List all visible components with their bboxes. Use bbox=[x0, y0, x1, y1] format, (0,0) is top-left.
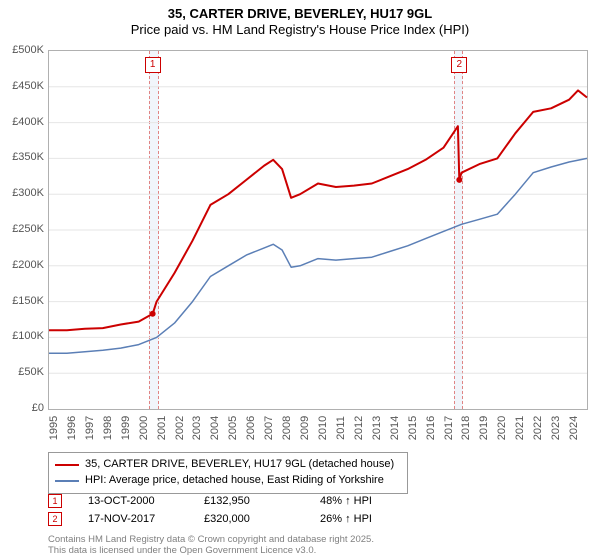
x-tick-label: 1999 bbox=[120, 416, 132, 440]
y-tick-label: £200K bbox=[12, 259, 44, 271]
sale-marker-box: 1 bbox=[145, 57, 161, 73]
legend-label: 35, CARTER DRIVE, BEVERLEY, HU17 9GL (de… bbox=[85, 457, 394, 473]
x-tick-label: 2020 bbox=[496, 416, 508, 440]
x-tick-label: 2017 bbox=[443, 416, 455, 440]
footer-line2: This data is licensed under the Open Gov… bbox=[48, 545, 374, 556]
sale-row: 2 17-NOV-2017 £320,000 26% ↑ HPI bbox=[48, 512, 588, 526]
x-tick-label: 2008 bbox=[281, 416, 293, 440]
x-tick-label: 1998 bbox=[102, 416, 114, 440]
sale-price: £132,950 bbox=[204, 495, 294, 507]
sale-date: 17-NOV-2017 bbox=[88, 513, 178, 525]
x-tick-label: 2013 bbox=[371, 416, 383, 440]
x-tick-label: 2011 bbox=[335, 416, 347, 440]
legend-label: HPI: Average price, detached house, East… bbox=[85, 473, 384, 489]
plot-area: 12 bbox=[48, 50, 588, 410]
x-tick-label: 2024 bbox=[568, 416, 580, 440]
x-tick-label: 2023 bbox=[550, 416, 562, 440]
sale-delta: 26% ↑ HPI bbox=[320, 513, 410, 525]
y-tick-label: £50K bbox=[18, 366, 44, 378]
x-tick-label: 1997 bbox=[84, 416, 96, 440]
chart-title: 35, CARTER DRIVE, BEVERLEY, HU17 9GL Pri… bbox=[0, 0, 600, 39]
sale-row-marker: 2 bbox=[48, 512, 62, 526]
x-tick-label: 2004 bbox=[209, 416, 221, 440]
footer: Contains HM Land Registry data © Crown c… bbox=[48, 534, 374, 557]
legend-row: HPI: Average price, detached house, East… bbox=[55, 473, 401, 489]
x-tick-label: 2022 bbox=[532, 416, 544, 440]
y-tick-label: £250K bbox=[12, 223, 44, 235]
y-tick-label: £500K bbox=[12, 44, 44, 56]
x-tick-label: 1995 bbox=[48, 416, 60, 440]
x-tick-label: 2021 bbox=[514, 416, 526, 440]
y-tick-label: £450K bbox=[12, 80, 44, 92]
sale-dot bbox=[150, 311, 156, 317]
x-tick-label: 2014 bbox=[389, 416, 401, 440]
sales-table: 1 13-OCT-2000 £132,950 48% ↑ HPI 2 17-NOV-201… bbox=[48, 494, 588, 530]
x-tick-label: 2009 bbox=[299, 416, 311, 440]
x-tick-label: 2007 bbox=[263, 416, 275, 440]
x-tick-label: 2012 bbox=[353, 416, 365, 440]
sale-date: 13-OCT-2000 bbox=[88, 495, 178, 507]
x-tick-label: 2016 bbox=[425, 416, 437, 440]
y-tick-label: £0 bbox=[32, 402, 44, 414]
x-tick-label: 1996 bbox=[66, 416, 78, 440]
x-tick-label: 2002 bbox=[174, 416, 186, 440]
title-line1: 35, CARTER DRIVE, BEVERLEY, HU17 9GL bbox=[0, 6, 600, 22]
plot-svg bbox=[49, 51, 587, 409]
x-tick-label: 2015 bbox=[407, 416, 419, 440]
y-tick-label: £100K bbox=[12, 330, 44, 342]
legend-swatch bbox=[55, 480, 79, 482]
sale-delta: 48% ↑ HPI bbox=[320, 495, 410, 507]
footer-line1: Contains HM Land Registry data © Crown c… bbox=[48, 534, 374, 545]
legend: 35, CARTER DRIVE, BEVERLEY, HU17 9GL (de… bbox=[48, 452, 408, 494]
x-tick-label: 2018 bbox=[460, 416, 472, 440]
sale-row-marker: 1 bbox=[48, 494, 62, 508]
title-line2: Price paid vs. HM Land Registry's House … bbox=[0, 22, 600, 38]
sale-dot bbox=[456, 177, 462, 183]
x-tick-label: 2006 bbox=[245, 416, 257, 440]
sale-marker-box: 2 bbox=[451, 57, 467, 73]
x-tick-label: 2010 bbox=[317, 416, 329, 440]
x-tick-label: 2005 bbox=[227, 416, 239, 440]
sale-price: £320,000 bbox=[204, 513, 294, 525]
x-tick-label: 2003 bbox=[191, 416, 203, 440]
y-tick-label: £350K bbox=[12, 151, 44, 163]
sale-row: 1 13-OCT-2000 £132,950 48% ↑ HPI bbox=[48, 494, 588, 508]
y-tick-label: £300K bbox=[12, 187, 44, 199]
series-price_paid bbox=[49, 90, 587, 330]
x-tick-label: 2000 bbox=[138, 416, 150, 440]
x-tick-label: 2001 bbox=[156, 416, 168, 440]
legend-swatch bbox=[55, 464, 79, 466]
y-axis: £0£50K£100K£150K£200K£250K£300K£350K£400… bbox=[0, 50, 46, 410]
x-tick-label: 2019 bbox=[478, 416, 490, 440]
y-tick-label: £400K bbox=[12, 116, 44, 128]
y-tick-label: £150K bbox=[12, 295, 44, 307]
legend-row: 35, CARTER DRIVE, BEVERLEY, HU17 9GL (de… bbox=[55, 457, 401, 473]
